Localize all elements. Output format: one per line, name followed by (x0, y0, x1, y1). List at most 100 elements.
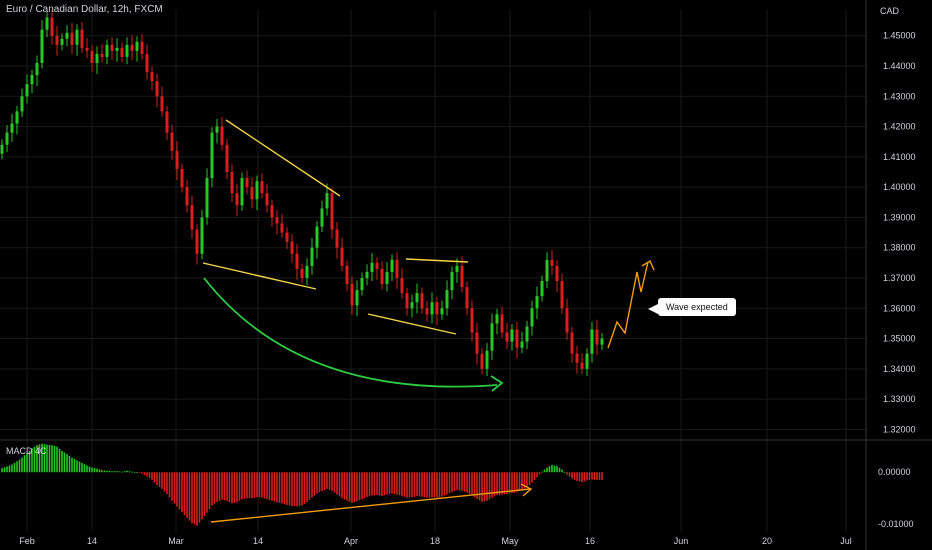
candle-body[interactable] (290, 241, 294, 254)
candle-body[interactable] (125, 44, 129, 57)
candle-body[interactable] (140, 41, 144, 54)
candle-body[interactable] (435, 302, 439, 315)
candle-body[interactable] (90, 50, 94, 63)
candle-body[interactable] (395, 259, 399, 278)
candle-body[interactable] (520, 341, 524, 348)
candle-body[interactable] (170, 132, 174, 151)
candle-body[interactable] (230, 172, 234, 194)
candle-body[interactable] (480, 353, 484, 369)
candle-body[interactable] (530, 308, 534, 327)
candle-body[interactable] (195, 229, 199, 254)
candle-body[interactable] (495, 314, 499, 324)
candle-body[interactable] (490, 323, 494, 351)
candle-body[interactable] (380, 268, 384, 285)
candle-body[interactable] (355, 290, 359, 306)
candle-body[interactable] (320, 208, 324, 227)
candle-body[interactable] (450, 271, 454, 291)
candle-body[interactable] (430, 302, 434, 315)
candle-body[interactable] (190, 205, 194, 230)
candle-body[interactable] (485, 350, 489, 369)
forecast-wave-path[interactable] (607, 261, 649, 349)
candle-body[interactable] (70, 32, 74, 45)
candle-body[interactable] (440, 308, 444, 315)
candle-body[interactable] (120, 47, 124, 57)
candle-body[interactable] (160, 96, 164, 112)
candle-body[interactable] (405, 293, 409, 309)
candle-body[interactable] (475, 332, 479, 354)
candle-body[interactable] (65, 32, 69, 39)
candle-body[interactable] (505, 332, 509, 342)
candle-body[interactable] (500, 314, 504, 333)
curved-arrow[interactable] (203, 277, 498, 388)
candle-body[interactable] (590, 329, 594, 354)
candle-body[interactable] (565, 308, 569, 333)
candle-body[interactable] (455, 265, 459, 272)
candle-body[interactable] (135, 41, 139, 51)
candle-body[interactable] (335, 229, 339, 248)
candle-body[interactable] (10, 123, 14, 133)
candle-body[interactable] (525, 326, 529, 342)
drawing-annotations[interactable] (202, 119, 655, 523)
candle-body[interactable] (295, 253, 299, 269)
candle-body[interactable] (410, 302, 414, 309)
wave-expected-callout[interactable]: Wave expected (648, 298, 736, 316)
candle-body[interactable] (300, 268, 304, 278)
candle-body[interactable] (240, 178, 244, 206)
macd-indicator-label[interactable]: MACD 4C (6, 446, 47, 456)
candle-body[interactable] (555, 265, 559, 282)
candle-body[interactable] (285, 232, 289, 242)
candle-body[interactable] (510, 329, 514, 342)
candle-body[interactable] (315, 226, 319, 248)
candle-body[interactable] (340, 247, 344, 266)
candle-body[interactable] (145, 53, 149, 73)
candle-body[interactable] (270, 205, 274, 218)
candle-body[interactable] (35, 62, 39, 76)
candle-body[interactable] (255, 181, 259, 200)
candle-body[interactable] (210, 132, 214, 179)
candle-body[interactable] (25, 84, 29, 97)
candle-body[interactable] (465, 287, 469, 309)
candle-body[interactable] (225, 144, 229, 173)
candle-body[interactable] (415, 293, 419, 303)
candle-body[interactable] (205, 178, 209, 218)
candle-body[interactable] (445, 290, 449, 309)
wedge1-upper-line[interactable] (225, 119, 341, 197)
candle-body[interactable] (305, 265, 309, 278)
candle-body[interactable] (470, 308, 474, 333)
candle-body[interactable] (215, 126, 219, 133)
candle-body[interactable] (85, 47, 89, 51)
wedge2-lower-line[interactable] (367, 313, 457, 335)
candle-body[interactable] (385, 271, 389, 285)
candle-body[interactable] (425, 308, 429, 315)
candle-body[interactable] (325, 193, 329, 209)
macd-divergence-line[interactable] (210, 488, 531, 523)
candle-body[interactable] (100, 53, 104, 57)
candle-body[interactable] (535, 296, 539, 309)
candle-body[interactable] (370, 262, 374, 272)
candle-body[interactable] (55, 35, 59, 45)
candle-body[interactable] (560, 281, 564, 309)
candle-body[interactable] (280, 223, 284, 233)
candle-body[interactable] (310, 247, 314, 266)
candle-body[interactable] (580, 362, 584, 369)
wedge2-upper-line[interactable] (405, 258, 469, 263)
candle-body[interactable] (30, 75, 34, 85)
candle-body[interactable] (245, 178, 249, 188)
candle-body[interactable] (150, 72, 154, 82)
candle-body[interactable] (275, 217, 279, 224)
candle-body[interactable] (360, 277, 364, 291)
candle-body[interactable] (540, 281, 544, 297)
macd-histogram[interactable] (1, 443, 603, 526)
wedge1-lower-line[interactable] (202, 262, 317, 290)
candle-body[interactable] (60, 38, 64, 45)
candle-body[interactable] (110, 44, 114, 51)
candle-body[interactable] (105, 44, 109, 57)
candle-body[interactable] (95, 53, 99, 63)
candle-body[interactable] (595, 329, 599, 345)
candle-body[interactable] (365, 271, 369, 278)
candle-body[interactable] (460, 265, 464, 288)
candle-body[interactable] (220, 126, 224, 145)
candle-body[interactable] (330, 193, 334, 230)
candle-body[interactable] (265, 193, 269, 206)
